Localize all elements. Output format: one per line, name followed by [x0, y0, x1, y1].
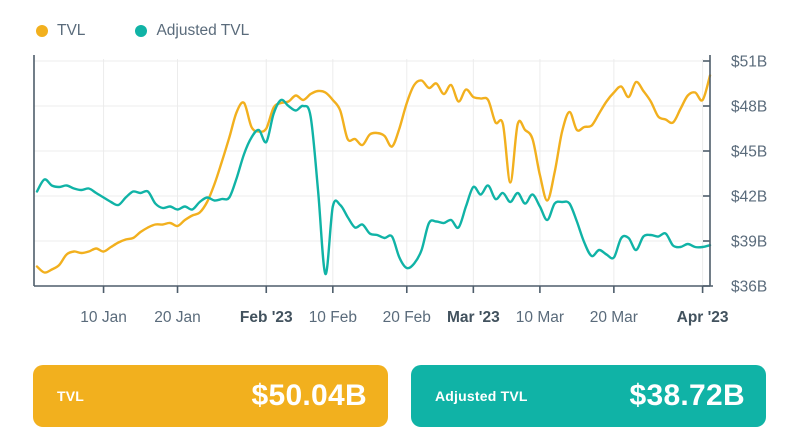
- tvl-legend-label: TVL: [57, 22, 86, 39]
- tvl-card-value: $50.04B: [251, 379, 367, 412]
- adjusted-tvl-line: [35, 98, 712, 276]
- x-axis-label: 20 Feb: [383, 309, 431, 326]
- y-axis-label: $39B: [731, 234, 767, 251]
- tvl-line-chart[interactable]: $36B $39B $42B $45B $48B $51B 10 Jan 20 Jan Feb …: [0, 0, 800, 345]
- chart-legend: TVL Adjusted TVL: [36, 22, 249, 40]
- tvl-legend-dot: [36, 25, 48, 37]
- y-axis-label: $45B: [731, 144, 767, 161]
- adjusted-tvl-legend-label: Adjusted TVL: [156, 22, 250, 39]
- x-axis-label: Mar '23: [447, 309, 500, 326]
- adjusted-tvl-summary-card: Adjusted TVL $38.72B: [411, 365, 766, 427]
- x-axis-label: 10 Feb: [309, 309, 357, 326]
- y-axis-label: $42B: [731, 189, 767, 206]
- y-axis-label: $48B: [731, 99, 767, 116]
- tvl-summary-card: TVL $50.04B: [33, 365, 388, 427]
- x-axis-label: Apr '23: [677, 309, 729, 326]
- x-axis-label: 20 Jan: [154, 309, 201, 326]
- x-axis-label: 10 Mar: [516, 309, 564, 326]
- y-axis-label: $51B: [731, 54, 767, 71]
- summary-cards: TVL $50.04B Adjusted TVL $38.72B: [33, 365, 766, 427]
- adjusted-tvl-card-label: Adjusted TVL: [435, 388, 528, 404]
- x-axis-label: 20 Mar: [590, 309, 638, 326]
- adjusted-tvl-legend-dot: [135, 25, 148, 37]
- adjusted-tvl-card-value: $38.72B: [629, 379, 745, 412]
- x-axis-label: 10 Jan: [80, 309, 127, 326]
- legend-item-adjusted-tvl[interactable]: Adjusted TVL: [135, 22, 249, 40]
- tvl-card-label: TVL: [57, 388, 85, 404]
- tvl-line: [35, 74, 712, 274]
- y-axis-label: $36B: [731, 279, 767, 296]
- legend-item-tvl[interactable]: TVL: [36, 22, 85, 40]
- x-axis-label: Feb '23: [240, 309, 293, 326]
